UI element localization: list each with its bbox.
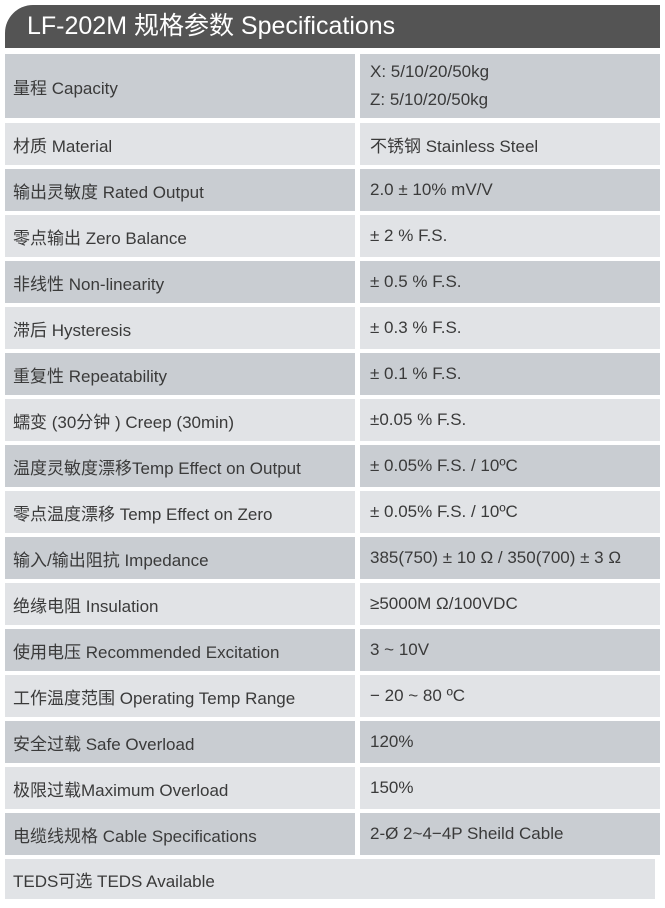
spec-value: 2-Ø 2~4−4P Sheild Cable	[360, 813, 660, 855]
spec-label: 安全过载 Safe Overload	[5, 721, 355, 763]
spec-value: X: 5/10/20/50kg Z: 5/10/20/50kg	[360, 54, 660, 118]
table-row: 材质 Material 不锈钢 Stainless Steel	[5, 123, 660, 165]
spec-value: − 20 ~ 80 ºC	[360, 675, 660, 717]
spec-value: 120%	[360, 721, 660, 763]
spec-value: ≥5000M Ω/100VDC	[360, 583, 660, 625]
spec-value: ± 0.05% F.S. / 10ºC	[360, 445, 660, 487]
table-row: 极限过载Maximum Overload 150%	[5, 767, 660, 809]
spec-label: 工作温度范围 Operating Temp Range	[5, 675, 355, 717]
table-row: 重复性 Repeatability ± 0.1 % F.S.	[5, 353, 660, 395]
spec-value: ± 0.5 % F.S.	[360, 261, 660, 303]
spec-value: ± 0.1 % F.S.	[360, 353, 660, 395]
spec-title: LF-202M 规格参数 Specifications	[5, 5, 660, 48]
spec-label: 输入/输出阻抗 Impedance	[5, 537, 355, 579]
spec-value: ± 0.3 % F.S.	[360, 307, 660, 349]
table-row: 使用电压 Recommended Excitation 3 ~ 10V	[5, 629, 660, 671]
spec-label: 电缆线规格 Cable Specifications	[5, 813, 355, 855]
spec-table: 量程 Capacity X: 5/10/20/50kg Z: 5/10/20/50k…	[5, 54, 660, 903]
spec-label: 使用电压 Recommended Excitation	[5, 629, 355, 671]
spec-label: 材质 Material	[5, 123, 355, 165]
spec-value: 不锈钢 Stainless Steel	[360, 123, 660, 165]
spec-label: 重复性 Repeatability	[5, 353, 355, 395]
spec-label: 量程 Capacity	[5, 54, 355, 118]
table-row: 蠕变 (30分钟 ) Creep (30min) ±0.05 % F.S.	[5, 399, 660, 441]
table-row: 绝缘电阻 Insulation ≥5000M Ω/100VDC	[5, 583, 660, 625]
spec-label: 极限过载Maximum Overload	[5, 767, 355, 809]
table-row: 零点输出 Zero Balance ± 2 % F.S.	[5, 215, 660, 257]
spec-value: 385(750) ± 10 Ω / 350(700) ± 3 Ω	[360, 537, 660, 579]
table-row: 非线性 Non-linearity ± 0.5 % F.S.	[5, 261, 660, 303]
table-row: 工作温度范围 Operating Temp Range − 20 ~ 80 ºC	[5, 675, 660, 717]
spec-value: ± 2 % F.S.	[360, 215, 660, 257]
spec-value: 2.0 ± 10% mV/V	[360, 169, 660, 211]
spec-label: 温度灵敏度漂移Temp Effect on Output	[5, 445, 355, 487]
spec-value: 150%	[360, 767, 660, 809]
spec-value: ±0.05 % F.S.	[360, 399, 660, 441]
table-row: 滞后 Hysteresis ± 0.3 % F.S.	[5, 307, 660, 349]
table-row-teds: TEDS可选 TEDS Available	[5, 859, 660, 899]
spec-label: TEDS可选 TEDS Available	[5, 859, 655, 899]
spec-value-line: Z: 5/10/20/50kg	[370, 90, 489, 109]
spec-value-line: X: 5/10/20/50kg	[370, 62, 490, 81]
spec-value: 3 ~ 10V	[360, 629, 660, 671]
spec-label: 非线性 Non-linearity	[5, 261, 355, 303]
spec-label: 绝缘电阻 Insulation	[5, 583, 355, 625]
table-row: 温度灵敏度漂移Temp Effect on Output ± 0.05% F.S.…	[5, 445, 660, 487]
spec-label: 滞后 Hysteresis	[5, 307, 355, 349]
table-row: 量程 Capacity X: 5/10/20/50kg Z: 5/10/20/50k…	[5, 54, 660, 118]
spec-label: 零点输出 Zero Balance	[5, 215, 355, 257]
spec-label: 蠕变 (30分钟 ) Creep (30min)	[5, 399, 355, 441]
table-row: 输入/输出阻抗 Impedance 385(750) ± 10 Ω / 350(7…	[5, 537, 660, 579]
spec-label: 零点温度漂移 Temp Effect on Zero	[5, 491, 355, 533]
table-row: 零点温度漂移 Temp Effect on Zero ± 0.05% F.S. /…	[5, 491, 660, 533]
spec-value: ± 0.05% F.S. / 10ºC	[360, 491, 660, 533]
spec-label: 输出灵敏度 Rated Output	[5, 169, 355, 211]
table-row: 安全过载 Safe Overload 120%	[5, 721, 660, 763]
table-row: 电缆线规格 Cable Specifications 2-Ø 2~4−4P She…	[5, 813, 660, 855]
table-row: 输出灵敏度 Rated Output 2.0 ± 10% mV/V	[5, 169, 660, 211]
